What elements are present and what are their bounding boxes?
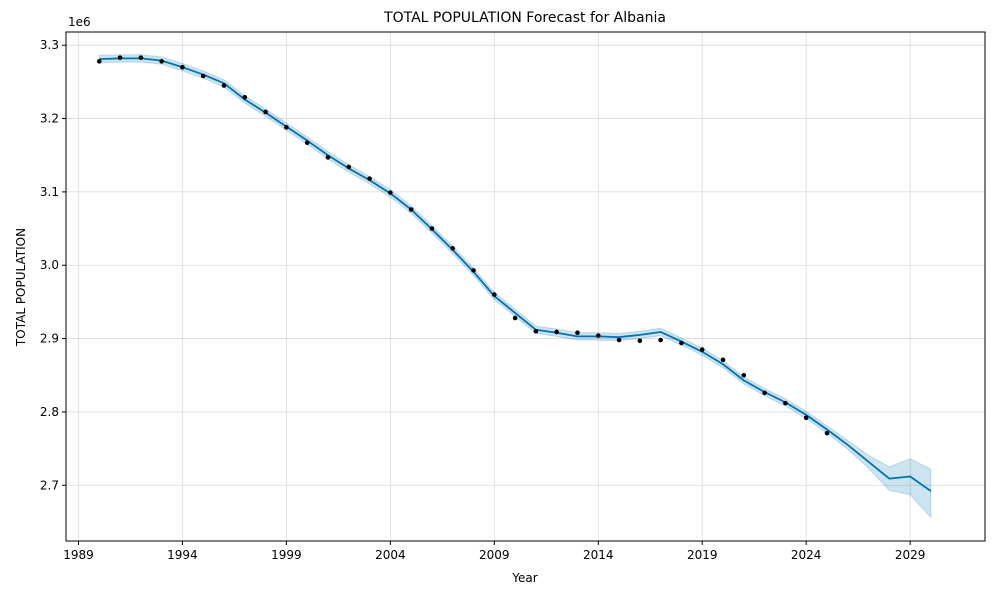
uncertainty-interval <box>98 54 932 519</box>
observed-point <box>575 330 580 336</box>
x-tick-label: 1999 <box>271 548 302 562</box>
y-axis-label: TOTAL POPULATION <box>14 228 28 347</box>
observed-point <box>533 328 539 334</box>
y-axis-scale-label: 1e6 <box>68 15 91 29</box>
observed-point <box>762 390 767 396</box>
observed-point <box>783 400 788 406</box>
forecast-line <box>99 57 932 492</box>
observed-points <box>96 55 830 436</box>
observed-point <box>616 337 622 343</box>
observed-point <box>159 59 164 64</box>
observed-point <box>346 164 352 170</box>
observed-point <box>492 292 497 297</box>
y-tick-label: 3.2 <box>40 112 59 126</box>
y-tick-label: 3.0 <box>40 258 59 272</box>
x-axis-label: Year <box>511 571 537 585</box>
observed-point <box>304 140 310 146</box>
observed-point <box>450 246 456 251</box>
observed-point <box>512 315 518 321</box>
x-axis-ticks: 1989 1994 1999 2004 2009 2014 2019 2024 2029 <box>63 541 925 562</box>
observed-point <box>803 415 809 421</box>
x-tick-label: 2029 <box>895 548 926 562</box>
x-tick-label: 2014 <box>583 548 614 562</box>
observed-point <box>200 73 206 79</box>
grid-lines <box>66 32 985 541</box>
axes <box>65 31 986 542</box>
observed-point <box>180 64 185 70</box>
observed-point <box>637 338 643 344</box>
y-tick-label: 2.7 <box>40 478 59 492</box>
observed-point <box>284 125 289 130</box>
observed-point <box>263 109 268 115</box>
observed-point <box>117 55 123 60</box>
chart-title: TOTAL POPULATION Forecast for Albania <box>383 10 666 26</box>
y-tick-label: 3.3 <box>40 38 59 52</box>
observed-point <box>679 340 684 346</box>
x-tick-label: 2019 <box>687 548 718 562</box>
observed-point <box>367 176 372 181</box>
observed-point <box>741 372 747 378</box>
forecast-line-group <box>99 57 932 492</box>
observed-point <box>554 329 559 335</box>
observed-point <box>325 155 331 160</box>
y-axis-ticks: 2.7 2.8 2.9 3.0 3.1 3.2 3.3 <box>40 38 66 492</box>
uncertainty-band <box>98 54 932 519</box>
observed-point <box>408 207 414 212</box>
observed-point <box>138 55 144 60</box>
observed-point <box>221 83 227 88</box>
observed-point <box>242 94 248 100</box>
observed-point <box>595 333 601 338</box>
y-tick-label: 2.9 <box>40 332 59 346</box>
observed-point <box>388 190 393 195</box>
observed-point <box>96 59 102 64</box>
x-tick-label: 2009 <box>479 548 510 562</box>
x-tick-label: 2004 <box>375 548 406 562</box>
observed-point <box>471 268 476 273</box>
x-tick-label: 2024 <box>791 548 822 562</box>
observed-point <box>429 226 435 231</box>
observed-point <box>699 347 705 352</box>
x-tick-label: 1994 <box>167 548 198 562</box>
y-tick-label: 3.1 <box>40 185 59 199</box>
plot-frame <box>65 31 986 542</box>
observed-point <box>720 357 726 363</box>
x-tick-label: 1989 <box>63 548 94 562</box>
y-tick-label: 2.8 <box>40 405 59 419</box>
observed-point <box>824 430 830 436</box>
observed-point <box>658 337 663 343</box>
